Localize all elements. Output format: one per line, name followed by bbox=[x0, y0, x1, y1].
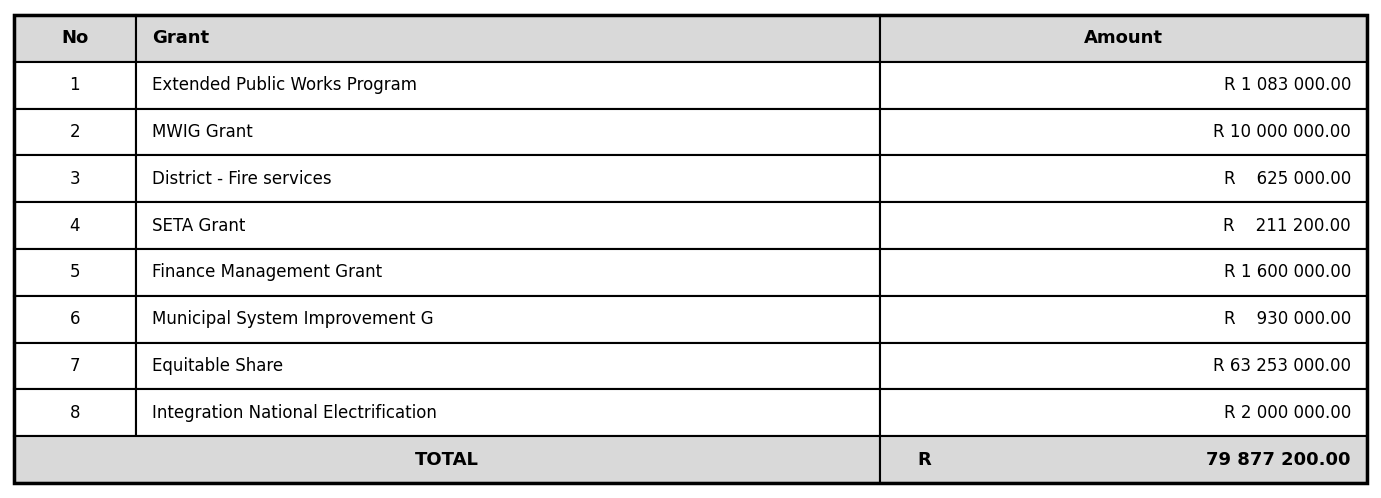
Text: SETA Grant: SETA Grant bbox=[152, 217, 246, 235]
Text: R 1 083 000.00: R 1 083 000.00 bbox=[1224, 76, 1351, 94]
FancyBboxPatch shape bbox=[14, 62, 135, 109]
FancyBboxPatch shape bbox=[14, 155, 135, 202]
FancyBboxPatch shape bbox=[880, 15, 1367, 62]
FancyBboxPatch shape bbox=[135, 109, 880, 155]
FancyBboxPatch shape bbox=[14, 296, 135, 343]
Text: R 10 000 000.00: R 10 000 000.00 bbox=[1213, 123, 1351, 141]
FancyBboxPatch shape bbox=[135, 155, 880, 202]
FancyBboxPatch shape bbox=[880, 389, 1367, 436]
Text: MWIG Grant: MWIG Grant bbox=[152, 123, 253, 141]
Text: R: R bbox=[918, 451, 932, 469]
FancyBboxPatch shape bbox=[135, 15, 880, 62]
FancyBboxPatch shape bbox=[135, 296, 880, 343]
Text: R 1 600 000.00: R 1 600 000.00 bbox=[1224, 263, 1351, 281]
Text: R 2 000 000.00: R 2 000 000.00 bbox=[1224, 404, 1351, 422]
Text: 79 877 200.00: 79 877 200.00 bbox=[1207, 451, 1351, 469]
FancyBboxPatch shape bbox=[880, 296, 1367, 343]
FancyBboxPatch shape bbox=[880, 155, 1367, 202]
Text: 3: 3 bbox=[69, 170, 80, 188]
Text: 1: 1 bbox=[69, 76, 80, 94]
FancyBboxPatch shape bbox=[880, 62, 1367, 109]
Text: TOTAL: TOTAL bbox=[414, 451, 479, 469]
FancyBboxPatch shape bbox=[14, 15, 135, 62]
Text: R    625 000.00: R 625 000.00 bbox=[1224, 170, 1351, 188]
Text: R 63 253 000.00: R 63 253 000.00 bbox=[1213, 357, 1351, 375]
Text: 7: 7 bbox=[69, 357, 80, 375]
FancyBboxPatch shape bbox=[880, 109, 1367, 155]
FancyBboxPatch shape bbox=[14, 202, 135, 249]
Text: 6: 6 bbox=[69, 310, 80, 328]
Text: Finance Management Grant: Finance Management Grant bbox=[152, 263, 383, 281]
FancyBboxPatch shape bbox=[14, 436, 880, 483]
FancyBboxPatch shape bbox=[135, 62, 880, 109]
Text: 8: 8 bbox=[69, 404, 80, 422]
Text: Municipal System Improvement G: Municipal System Improvement G bbox=[152, 310, 434, 328]
Text: 4: 4 bbox=[69, 217, 80, 235]
FancyBboxPatch shape bbox=[135, 249, 880, 296]
FancyBboxPatch shape bbox=[135, 389, 880, 436]
Text: R    211 200.00: R 211 200.00 bbox=[1224, 217, 1351, 235]
Text: 2: 2 bbox=[69, 123, 80, 141]
Text: Amount: Amount bbox=[1084, 29, 1163, 47]
FancyBboxPatch shape bbox=[135, 343, 880, 389]
Text: District - Fire services: District - Fire services bbox=[152, 170, 331, 188]
Text: Extended Public Works Program: Extended Public Works Program bbox=[152, 76, 417, 94]
FancyBboxPatch shape bbox=[14, 389, 135, 436]
FancyBboxPatch shape bbox=[880, 249, 1367, 296]
Text: 5: 5 bbox=[69, 263, 80, 281]
Text: Equitable Share: Equitable Share bbox=[152, 357, 283, 375]
Text: Grant: Grant bbox=[152, 29, 209, 47]
Text: No: No bbox=[61, 29, 88, 47]
FancyBboxPatch shape bbox=[880, 202, 1367, 249]
Text: Integration National Electrification: Integration National Electrification bbox=[152, 404, 436, 422]
FancyBboxPatch shape bbox=[880, 436, 1367, 483]
FancyBboxPatch shape bbox=[880, 343, 1367, 389]
FancyBboxPatch shape bbox=[14, 249, 135, 296]
FancyBboxPatch shape bbox=[14, 343, 135, 389]
Text: R    930 000.00: R 930 000.00 bbox=[1224, 310, 1351, 328]
FancyBboxPatch shape bbox=[14, 109, 135, 155]
FancyBboxPatch shape bbox=[135, 202, 880, 249]
